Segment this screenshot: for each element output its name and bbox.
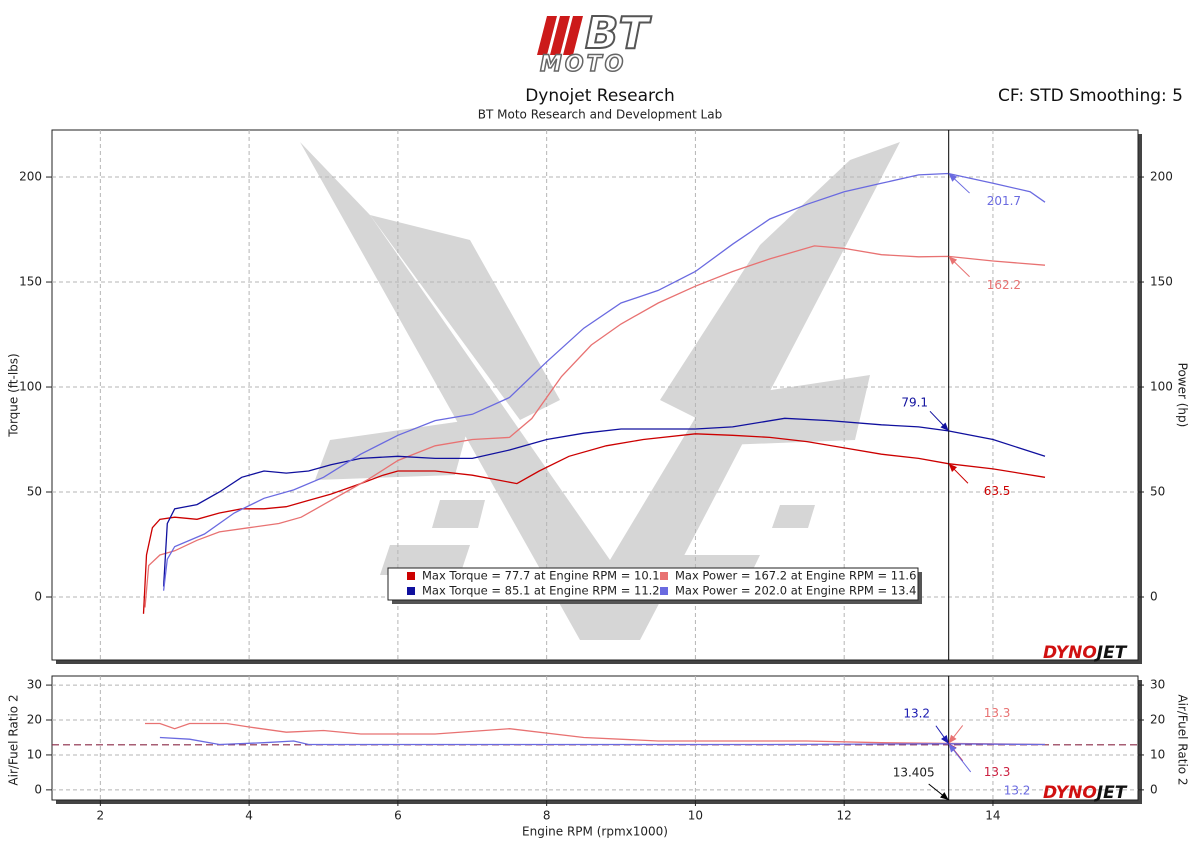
y-tick-label: 10 bbox=[1150, 747, 1165, 761]
y-tick-label: 50 bbox=[27, 485, 42, 499]
x-tick-label: 10 bbox=[688, 809, 703, 823]
y-axis-label: Torque (ft-lbs) bbox=[7, 353, 21, 437]
brand-part: DYNO bbox=[1043, 783, 1097, 803]
logo: BT MOTO bbox=[537, 7, 653, 78]
y-tick-label: 200 bbox=[19, 170, 42, 184]
cursor-value: 13.2 bbox=[903, 706, 930, 720]
legend-label: Max Torque = 77.7 at Engine RPM = 10.1 bbox=[422, 569, 660, 583]
x-axis-label: Engine RPM (rpmx1000) bbox=[522, 825, 668, 839]
settings: CF: STD Smoothing: 5 bbox=[998, 86, 1183, 106]
legend-swatch bbox=[407, 587, 415, 595]
cursor-value: 79.1 bbox=[901, 395, 928, 409]
brand-part: DYNO bbox=[1043, 643, 1097, 663]
arrow-head bbox=[940, 792, 949, 800]
y-tick-label: 20 bbox=[27, 713, 42, 727]
legend-label: Max Torque = 85.1 at Engine RPM = 11.2 bbox=[422, 584, 660, 598]
title: Dynojet Research bbox=[525, 86, 675, 106]
y-tick-label: 30 bbox=[1150, 678, 1165, 692]
cursor-value: 13.3 bbox=[984, 765, 1011, 779]
x-tick-label: 8 bbox=[543, 809, 551, 823]
arrow-head bbox=[948, 256, 958, 265]
data-line bbox=[145, 722, 1046, 746]
brand-part: JET bbox=[1094, 643, 1128, 663]
legend-swatch bbox=[660, 587, 668, 595]
brand-logo: DYNOJET bbox=[1043, 643, 1128, 663]
y-tick-label: 100 bbox=[1150, 380, 1173, 394]
y-tick-label: 150 bbox=[19, 275, 42, 289]
y-tick-label: 100 bbox=[19, 380, 42, 394]
y-tick-label: 20 bbox=[1150, 713, 1165, 727]
cursor-value: 63.5 bbox=[984, 484, 1011, 498]
arrow-head bbox=[940, 422, 949, 431]
x-tick-label: 4 bbox=[245, 809, 253, 823]
y-tick-label: 0 bbox=[1150, 782, 1158, 796]
cursor-value: 162.2 bbox=[987, 278, 1021, 292]
arrow-head bbox=[948, 734, 957, 744]
y-tick-label: 30 bbox=[27, 678, 42, 692]
y-tick-label: 0 bbox=[34, 782, 42, 796]
subtitle: BT Moto Research and Development Lab bbox=[478, 108, 722, 122]
cursor-x-value: 13.405 bbox=[893, 766, 935, 780]
x-tick-label: 12 bbox=[837, 809, 852, 823]
y-tick-label: 150 bbox=[1150, 275, 1173, 289]
y-axis-label: Air/Fuel Ratio 2 bbox=[7, 694, 21, 785]
y-tick-label: 200 bbox=[1150, 170, 1173, 184]
y-tick-label: 50 bbox=[1150, 485, 1165, 499]
arrow-head bbox=[948, 173, 958, 182]
x-tick-label: 14 bbox=[985, 809, 1000, 823]
y-tick-label: 0 bbox=[1150, 590, 1158, 604]
y2-axis-label: Power (hp) bbox=[1176, 363, 1190, 428]
legend-swatch bbox=[660, 572, 668, 580]
watermark bbox=[300, 142, 900, 640]
data-line bbox=[162, 172, 1046, 591]
data-line bbox=[159, 736, 1046, 746]
cursor-value: 13.3 bbox=[984, 706, 1011, 720]
cursor-value: 201.7 bbox=[987, 194, 1021, 208]
x-tick-label: 2 bbox=[97, 809, 105, 823]
y2-axis-label: Air/Fuel Ratio 2 bbox=[1176, 694, 1190, 785]
legend-label: Max Power = 202.0 at Engine RPM = 13.4 bbox=[675, 584, 916, 598]
brand-part: JET bbox=[1094, 783, 1128, 803]
arrow-head bbox=[948, 743, 957, 753]
arrow-head bbox=[948, 463, 958, 473]
x-tick-label: 6 bbox=[394, 809, 402, 823]
cursor-value: 13.2 bbox=[1004, 783, 1031, 797]
logo-text: BT bbox=[585, 8, 652, 59]
legend-swatch bbox=[407, 572, 415, 580]
y-tick-label: 0 bbox=[34, 590, 42, 604]
logo-sub: MOTO bbox=[540, 52, 626, 77]
legend bbox=[387, 567, 919, 601]
brand-logo: DYNOJET bbox=[1043, 783, 1128, 803]
data-line bbox=[142, 433, 1046, 614]
arrow-head bbox=[941, 734, 949, 744]
legend-label: Max Power = 167.2 at Engine RPM = 11.6 bbox=[675, 569, 916, 583]
y-tick-label: 10 bbox=[27, 747, 42, 761]
data-line bbox=[162, 417, 1046, 587]
data-line bbox=[144, 245, 1046, 608]
